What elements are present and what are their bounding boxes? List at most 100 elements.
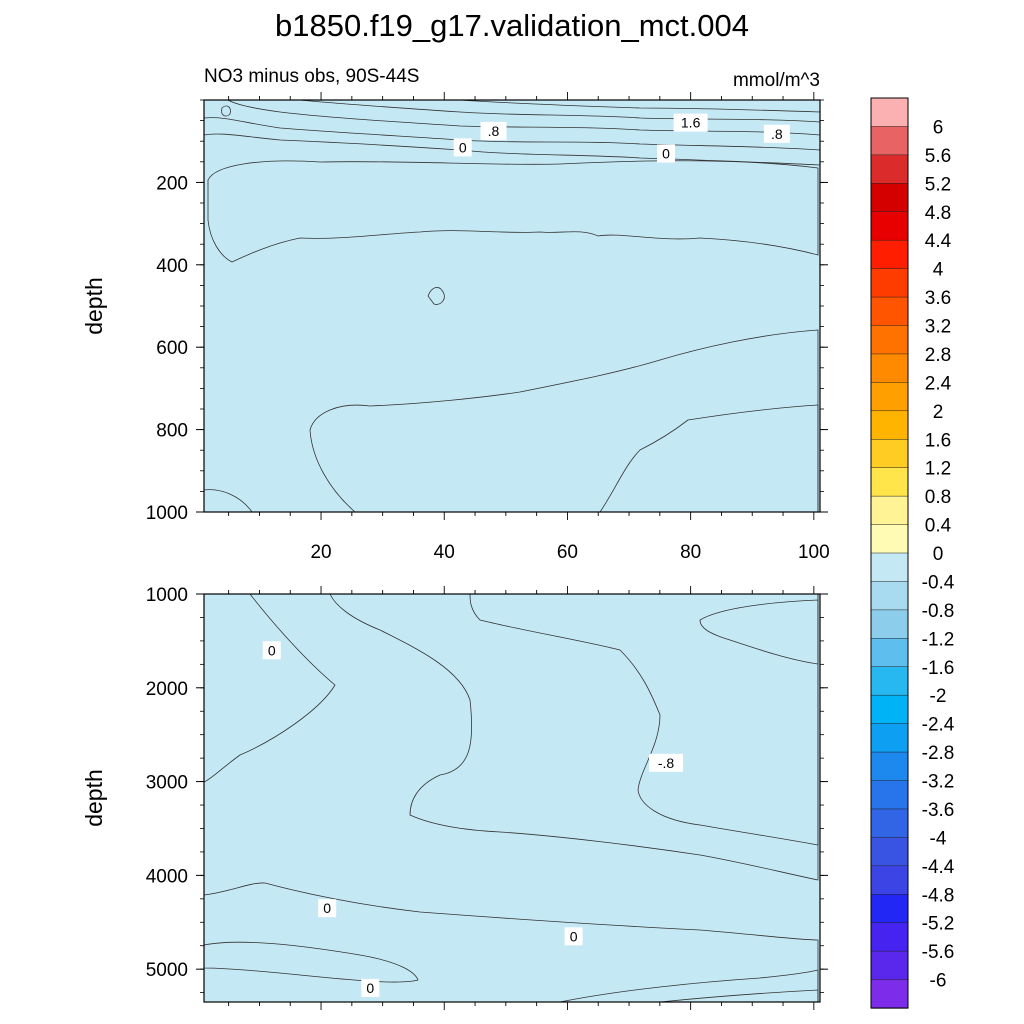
- colorbar-swatch: [870, 780, 909, 810]
- contour-label: .8: [771, 126, 783, 142]
- lower-panel: 1000 2000 3000 4000 5000 0 -.8 0 0 0 depth: [81, 585, 828, 1010]
- ytick-label: 3000: [146, 773, 188, 794]
- contour-label-bg: [361, 978, 380, 997]
- colorbar-label: -5.6: [922, 942, 955, 963]
- lower-warm-left: [203, 593, 336, 783]
- colorbar-swatch: [870, 865, 909, 895]
- colorbar-label: -3.2: [922, 772, 955, 793]
- colorbar-label: -4.4: [922, 857, 955, 878]
- colorbar-label: -2: [930, 686, 947, 707]
- contour-label: .8: [488, 123, 500, 139]
- colorbar-swatch: [870, 353, 909, 384]
- lower-contour-labels: 0 -.8 0 0 0: [262, 641, 683, 997]
- colorbar-swatch: [870, 296, 909, 327]
- colorbar-label: 5.6: [925, 146, 951, 167]
- contour-label-bg: [262, 641, 281, 660]
- contour-label: -.8: [658, 755, 675, 771]
- contour-label-bg: [564, 927, 583, 946]
- colorbar-swatch: [870, 552, 909, 583]
- upper-surface-16: [459, 99, 821, 113]
- chart-title: b1850.f19_g17.validation_mct.004: [275, 8, 749, 43]
- ytick-label: 1000: [146, 503, 188, 524]
- lower-warm-deeper: [659, 989, 819, 1003]
- contour-label-bg: [649, 753, 683, 772]
- upper-blob-topleft: [221, 105, 231, 117]
- colorbar-swatch: [870, 581, 909, 611]
- colorbar-swatch: [870, 239, 909, 270]
- colorbar-frame: [870, 97, 909, 1009]
- contour-label: 0: [323, 900, 331, 916]
- colorbar-swatch: [870, 97, 909, 128]
- subtitle-units: mmol/m^3: [733, 70, 820, 91]
- ytick-label: 200: [156, 173, 188, 194]
- contour-label: 0: [459, 139, 467, 155]
- contour-label-bg: [453, 138, 472, 157]
- colorbar-swatch: [870, 666, 909, 696]
- colorbar-swatch: [870, 467, 909, 497]
- lower-band-neg16: [699, 599, 819, 665]
- colorbar-label: -4.8: [922, 885, 955, 906]
- colorbar-label: 2.4: [925, 373, 952, 394]
- colorbar-swatch: [870, 325, 909, 355]
- subtitle-left: NO3 minus obs, 90S-44S: [204, 66, 419, 87]
- lower-band-neg12: [469, 593, 819, 846]
- colorbar-label: -1.2: [922, 629, 955, 650]
- lower-ylabel: depth: [81, 769, 107, 827]
- colorbar-label: 0.4: [925, 516, 952, 537]
- contour-label-bg: [318, 899, 337, 918]
- upper-panel: 200 400 600 800 1000 20 40 60 80 100 .8 1.6 .8 0 0 de…: [81, 92, 830, 563]
- contour-label: 0: [662, 146, 670, 162]
- lower-band-neg08: [329, 593, 819, 881]
- ytick-label: 4000: [146, 866, 188, 887]
- colorbar-label: 4.4: [925, 231, 952, 252]
- colorbar-swatch: [870, 837, 909, 867]
- xtick-label: 80: [680, 542, 701, 563]
- upper-surface-12: [299, 99, 821, 123]
- colorbar-swatch: [870, 950, 909, 981]
- contour-label: 0: [366, 980, 374, 996]
- contour-label-bg: [480, 121, 507, 140]
- upper-ylabel: depth: [81, 277, 107, 335]
- ytick-label: 800: [156, 421, 188, 442]
- lower-ticks: 1000 2000 3000 4000 5000: [146, 585, 828, 1010]
- xtick-label: 40: [434, 542, 455, 563]
- contour-label-bg: [673, 113, 708, 132]
- colorbar-swatch: [870, 126, 909, 156]
- contour-label-bg: [657, 144, 675, 163]
- colorbar-label: -0.8: [922, 601, 955, 622]
- lower-warm-bottom: [203, 882, 819, 1003]
- ytick-label: 600: [156, 338, 188, 359]
- contour-label: 0: [570, 928, 578, 944]
- upper-surface-warm: [203, 99, 821, 166]
- lower-bg: [204, 594, 820, 1002]
- colorbar-swatch: [870, 723, 909, 753]
- upper-bg: [204, 100, 820, 512]
- lower-neg-pocket: [203, 941, 419, 983]
- colorbar-swatch: [870, 751, 909, 782]
- colorbar-label: -1.6: [922, 658, 955, 679]
- colorbar-label: 3.2: [925, 317, 951, 338]
- upper-contour-labels: .8 1.6 .8 0 0: [453, 113, 790, 163]
- colorbar-label: -2.8: [922, 743, 955, 764]
- colorbar-label: 1.2: [925, 459, 951, 480]
- colorbar-swatch: [870, 638, 909, 668]
- colorbar-swatch: [870, 979, 909, 1009]
- xtick-label: 60: [557, 542, 578, 563]
- contour-label: 0: [268, 642, 276, 658]
- colorbar-label: 3.6: [925, 288, 951, 309]
- colorbar-swatch: [870, 268, 909, 298]
- colorbar-swatch: [870, 495, 909, 526]
- colorbar-label: -5.2: [922, 914, 955, 935]
- colorbar-label: 4.8: [925, 203, 951, 224]
- xtick-label: 20: [310, 542, 331, 563]
- colorbar-swatch: [870, 211, 909, 241]
- ytick-label: 400: [156, 256, 188, 277]
- contour-label-bg: [763, 124, 790, 143]
- colorbar-label: 5.2: [925, 174, 951, 195]
- colorbar-label: -4: [930, 828, 947, 849]
- colorbar-swatch: [870, 694, 909, 725]
- contour-label: 1.6: [681, 115, 701, 131]
- upper-blob-mid: [427, 287, 445, 305]
- upper-deep-neg12: [599, 404, 819, 513]
